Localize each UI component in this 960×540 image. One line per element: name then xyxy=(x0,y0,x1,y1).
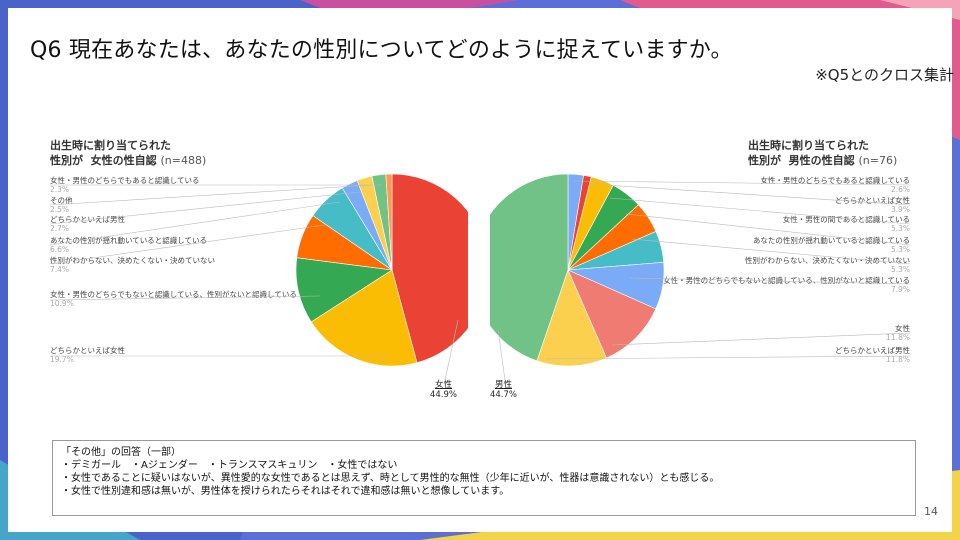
right-chart-title-bold: 男性の性自認 xyxy=(788,154,855,167)
right-label-neither: 女性・男性のどちらでもないと認識している、性別がないと認識している 7.9% xyxy=(663,276,910,294)
left-chart-title-line1: 出生時に割り当てられた xyxy=(50,139,171,152)
left-chart-title: 出生時に割り当てられた 性別が 女性の性自認 (n=488) xyxy=(50,138,206,168)
left-label-rather-female: どちらかといえば女性 19.7% xyxy=(50,346,125,364)
pie-1-slice-7 xyxy=(567,269,657,359)
right-label-rather-male: どちらかといえば男性 11.8% xyxy=(835,346,910,364)
left-label-undecided: 性別がわからない、決めたくない・決めていない 7.4% xyxy=(50,256,215,274)
pie-1-leader-0 xyxy=(573,180,911,186)
pie-1 xyxy=(468,172,911,381)
page-title: Q6 現在あなたは、あなたの性別についてどのように捉えていますか。 xyxy=(30,38,733,63)
pie-0-leader-2 xyxy=(49,191,361,225)
right-chart-title: 出生時に割り当てられた 性別が 男性の性自認 (n=76) xyxy=(748,138,897,168)
pie-1-leader-5 xyxy=(629,277,911,285)
left-label-neither: 女性・男性のどちらでもないと認識している、性別がないと認識している 10.9% xyxy=(50,290,297,308)
right-chart-title-n: (n=76) xyxy=(858,154,898,167)
right-label-rather-female: どちらかといえば女性 3.9% xyxy=(835,196,910,214)
left-label-other: その他 2.5% xyxy=(50,196,73,214)
notes-line-3: ・女性であることに疑いはないが、異性愛的な女性であるとは思えず、時として男性的な… xyxy=(61,473,720,484)
pie-1-leader-4 xyxy=(631,238,911,265)
right-label-between: 女性・男性の間であると認識している 5.3% xyxy=(782,215,910,233)
right-label-female: 女性 11.8% xyxy=(886,324,910,342)
page-number: 14 xyxy=(924,505,938,518)
notes-line-4: ・女性で性別違和感は無いが、男性体を授けられたらそれはそれで違和感は無いと想像し… xyxy=(61,486,510,497)
pie-1-leader-8 xyxy=(497,329,506,381)
page-subtitle: ※Q5とのクロス集計 xyxy=(815,66,954,84)
pie-0-slice-1 xyxy=(310,269,418,367)
pie-1-leader-6 xyxy=(611,332,911,346)
pie-0-leader-5 xyxy=(49,295,321,301)
right-label-undecided: 性別がわからない、決めたくない・決めていない 5.3% xyxy=(745,256,910,274)
pie-1-leader-1 xyxy=(589,183,911,206)
pie-0-leader-4 xyxy=(49,224,326,265)
pie-1-clip xyxy=(468,172,490,368)
left-chart-title-bold: 女性の性自認 xyxy=(90,154,157,167)
left-chart-title-line2: 性別が xyxy=(50,154,83,167)
pie-0-leader-1 xyxy=(49,184,373,206)
right-chart-title-line2: 性別が xyxy=(748,154,781,167)
pie-1-leader-2 xyxy=(609,197,911,225)
other-answers-box: 「その他」の回答（一部） ・デミガール ・Aジェンダー ・トランスマスキュリン … xyxy=(52,440,916,516)
right-chart-title-line1: 出生時に割り当てられた xyxy=(748,139,869,152)
left-label-female: 女性 44.9% xyxy=(430,380,458,400)
pie-1-leader-3 xyxy=(625,213,911,246)
pie-0-leader-3 xyxy=(49,201,341,246)
right-label-fluid: あなたの性別が揺れ動いていると認識している 5.3% xyxy=(752,236,910,254)
right-label-male: 男性 44.7% xyxy=(490,380,518,400)
notes-line-2: ・デミガール ・Aジェンダー ・トランスマスキュリン ・女性ではない xyxy=(61,460,398,471)
pie-0-slice-8 xyxy=(385,173,393,271)
pie-0-leader-7 xyxy=(444,319,459,381)
notes-line-1: 「その他」の回答（一部） xyxy=(61,447,181,458)
pie-0-slice-2 xyxy=(295,257,393,323)
left-label-fluid: あなたの性別が揺れ動いていると認識している 6.6% xyxy=(50,236,208,254)
left-label-rather-male: どちらかといえば男性 2.7% xyxy=(50,215,125,233)
right-label-both: 女性・男性のどちらでもあると認識している 2.6% xyxy=(760,176,910,194)
pie-1-leader-7 xyxy=(544,355,911,360)
left-chart-title-n: (n=488) xyxy=(160,154,207,167)
left-label-both: 女性・男性のどちらでもあると認識している 2.3% xyxy=(50,176,200,194)
